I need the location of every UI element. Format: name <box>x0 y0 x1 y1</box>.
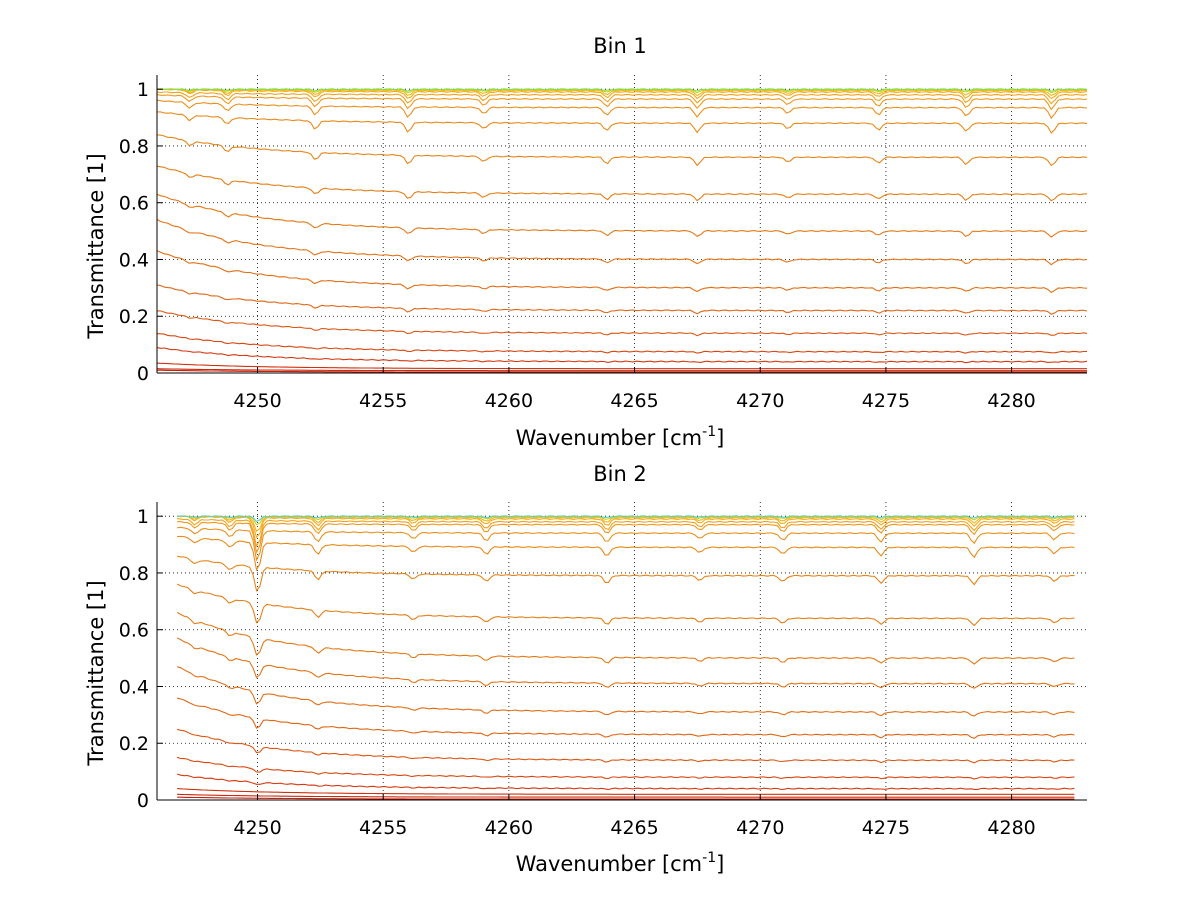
series-line <box>156 368 1087 372</box>
series-line <box>176 583 1075 627</box>
series-line <box>156 91 1088 105</box>
y-tick-label: 1 <box>137 506 149 528</box>
y-tick-label: 0.4 <box>119 676 149 698</box>
series-line <box>156 88 1088 92</box>
y-tick-label: 0.2 <box>119 306 149 328</box>
x-axis-label: Wavenumber [cm-1] <box>516 424 725 450</box>
series-line <box>176 728 1075 764</box>
y-tick-label: 0 <box>137 363 149 385</box>
series-line <box>156 193 1088 238</box>
x-tick-label: 4260 <box>485 817 533 839</box>
series-line <box>156 284 1088 315</box>
series-line <box>156 134 1088 167</box>
x-tick-label: 4250 <box>233 390 281 412</box>
x-tick-label: 4260 <box>485 390 533 412</box>
series-line <box>177 518 1075 548</box>
series-line <box>157 88 1088 100</box>
series-line <box>177 515 1075 523</box>
series-line <box>176 515 1075 539</box>
y-tick-label: 0.6 <box>119 620 149 642</box>
series-lines <box>156 88 1088 373</box>
tick-labels: 4250 4255 4260 4265 4270 4275 4280 0 0.2 0.4 0.6 0.… <box>119 506 1036 839</box>
y-tick-label: 0.4 <box>119 249 149 271</box>
series-line <box>176 756 1075 780</box>
series-line <box>156 347 1088 364</box>
series-line <box>156 362 1087 370</box>
x-tick-label: 4265 <box>610 817 658 839</box>
y-tick-label: 0.2 <box>119 733 149 755</box>
x-axis-label: Wavenumber [cm-1] <box>516 850 725 876</box>
x-tick-label: 4255 <box>359 817 407 839</box>
series-line <box>177 788 1075 795</box>
x-tick-label: 4275 <box>862 390 910 412</box>
x-tick-label: 4250 <box>233 817 281 839</box>
chart-panel-bin-1: Bin 1 Transmittance [1] Wavenumber [cm-1… <box>84 34 1088 450</box>
y-axis-label: Transmittance [1] <box>84 580 108 766</box>
axes <box>156 75 1087 374</box>
series-line <box>176 611 1075 665</box>
series-line <box>156 218 1088 266</box>
tick-labels: 4250 4255 4260 4265 4270 4275 4280 0 0.2 0.4 0.6 0.… <box>119 79 1036 412</box>
series-line <box>176 697 1075 739</box>
series-line <box>176 773 1075 791</box>
y-tick-label: 0.8 <box>119 136 149 158</box>
series-line <box>156 93 1088 111</box>
x-tick-label: 4280 <box>987 390 1035 412</box>
y-tick-label: 0.8 <box>119 563 149 585</box>
y-axis-label: Transmittance [1] <box>84 153 108 339</box>
series-line <box>156 99 1088 120</box>
x-tick-label: 4275 <box>862 817 910 839</box>
series-line <box>177 535 1075 572</box>
y-tick-label: 0.6 <box>119 193 149 215</box>
x-tick-label: 4270 <box>736 817 784 839</box>
x-tick-label: 4270 <box>736 390 784 412</box>
chart-title: Bin 2 <box>593 462 647 486</box>
y-tick-label: 1 <box>137 79 149 101</box>
series-line <box>176 666 1075 717</box>
axes <box>156 502 1087 801</box>
series-line <box>157 310 1088 337</box>
series-line <box>156 250 1088 294</box>
series-line <box>176 555 1075 592</box>
y-tick-label: 0 <box>137 790 149 812</box>
chart-panel-bin-2: Bin 2 Transmittance [1] Wavenumber [cm-1… <box>84 462 1087 876</box>
series-line <box>177 521 1075 555</box>
series-line <box>177 793 1075 798</box>
series-line <box>157 111 1088 134</box>
series-line <box>156 88 1088 97</box>
x-tick-label: 4265 <box>610 390 658 412</box>
series-line <box>177 796 1075 800</box>
series-line <box>156 165 1088 202</box>
series-line <box>157 369 1087 373</box>
x-tick-label: 4255 <box>359 390 407 412</box>
x-tick-label: 4280 <box>987 817 1035 839</box>
series-lines <box>176 515 1075 800</box>
series-line <box>177 526 1075 562</box>
series-line <box>156 333 1088 354</box>
series-line <box>176 637 1075 689</box>
chart-title: Bin 1 <box>593 34 647 58</box>
